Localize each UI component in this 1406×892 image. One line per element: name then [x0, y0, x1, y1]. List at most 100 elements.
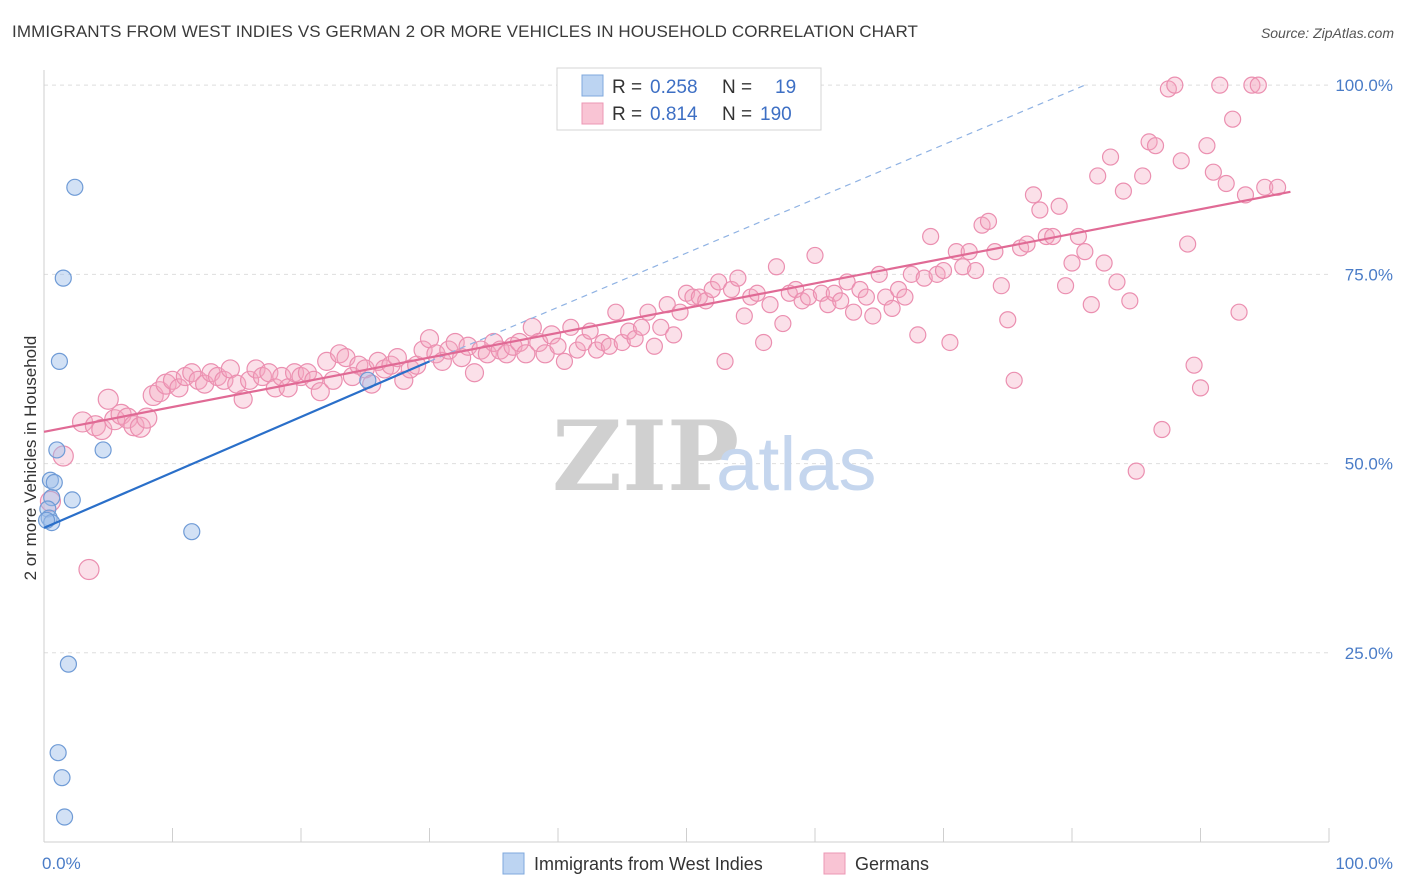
west-indies-point-14: [59, 655, 78, 673]
stats-r-value-2: 0.814: [650, 104, 698, 125]
trend-lines: [43, 84, 1291, 529]
germans-point-159: [1089, 167, 1107, 185]
germans-point-124: [864, 307, 882, 325]
germans-point-70: [516, 344, 536, 364]
west-indies-points: [37, 178, 377, 826]
chart-title: IMMIGRANTS FROM WEST INDIES VS GERMAN 2 …: [12, 22, 919, 41]
stats-blue-swatch: [581, 74, 604, 97]
germans-point-127: [883, 299, 901, 318]
germans-point-160: [1095, 254, 1113, 272]
germans-point-93: [665, 326, 683, 344]
germans-point-155: [1063, 254, 1081, 272]
legend-series2: Germans: [855, 854, 929, 874]
germans-point-164: [1121, 292, 1139, 310]
germans-point-180: [1224, 110, 1242, 128]
germans-point-94: [671, 303, 689, 321]
west-indies-trend-line: [43, 360, 430, 529]
stats-r-label-2: R =: [612, 104, 642, 125]
germans-point-88: [632, 318, 651, 336]
germans-point-145: [999, 311, 1017, 329]
germans-point-129: [896, 288, 914, 306]
germans-point-181: [1230, 303, 1248, 321]
x-tick-labels: 0.0% 100.0%: [42, 854, 1393, 873]
germans-point-125: [870, 265, 888, 283]
germans-point-16: [169, 378, 189, 398]
germans-point-165: [1127, 462, 1145, 480]
germans-point-142: [979, 212, 998, 230]
germans-point-23: [214, 370, 234, 390]
y-tick-labels: 25.0% 50.0% 75.0% 100.0%: [1335, 76, 1393, 663]
germans-point-157: [1076, 243, 1094, 261]
germans-point-144: [992, 277, 1010, 295]
axes: [43, 70, 1330, 843]
germans-point-75: [549, 337, 567, 355]
germans-point-5: [97, 388, 119, 410]
germans-point-173: [1179, 235, 1197, 253]
germans-point-123: [857, 288, 876, 306]
stats-n-value-2: 190: [760, 104, 792, 125]
germans-point-179: [1217, 174, 1235, 193]
germans-point-184: [1249, 76, 1267, 94]
germans-point-149: [1024, 186, 1043, 204]
legend-blue-swatch: [502, 852, 525, 875]
y-axis-label: 2 or more Vehicles in Household: [21, 336, 40, 581]
germans-point-133: [922, 227, 940, 246]
germans-point-163: [1114, 182, 1133, 200]
legend: Immigrants from West Indies Germans: [502, 852, 929, 875]
west-indies-point-2: [50, 352, 69, 370]
germans-point-158: [1082, 296, 1100, 314]
stats-r-value-1: 0.258: [650, 77, 698, 98]
germans-point-162: [1108, 273, 1126, 291]
stats-box: R = 0.258 N = 19 R = 0.814 N = 190: [556, 67, 822, 131]
germans-point-174: [1185, 356, 1203, 374]
germans-point-15: [162, 370, 183, 390]
west-indies-point-17: [55, 808, 74, 826]
germans-point-104: [735, 307, 753, 325]
west-indies-point-3: [48, 441, 66, 459]
watermark-zip: ZIP: [552, 400, 739, 513]
germans-point-110: [774, 314, 792, 333]
germans-point-140: [967, 261, 985, 280]
germans-point-28: [246, 359, 266, 379]
source-label: Source: ZipAtlas.com: [1260, 25, 1394, 41]
germans-point-187: [78, 558, 100, 581]
germans-point-100: [710, 273, 728, 291]
germans-point-89: [639, 303, 657, 321]
germans-point-138: [954, 258, 972, 276]
germans-point-178: [1211, 76, 1229, 94]
germans-point-143: [986, 243, 1004, 261]
germans-point-185: [1256, 178, 1274, 196]
trend-extension-dashed: [429, 84, 1086, 362]
germans-point-146: [1005, 371, 1023, 389]
watermark-atlas: atlas: [716, 422, 877, 507]
germans-point-135: [934, 261, 953, 280]
germans-point-169: [1153, 420, 1171, 439]
germans-point-171: [1166, 76, 1184, 94]
germans-point-153: [1050, 197, 1068, 215]
stats-n-label-1: N =: [722, 77, 752, 98]
germans-point-77: [562, 318, 580, 336]
y-tick-label-1: 50.0%: [1345, 455, 1393, 474]
germans-point-172: [1172, 152, 1190, 170]
west-indies-point-8: [43, 489, 61, 507]
y-tick-label-3: 100.0%: [1335, 76, 1393, 95]
legend-series1: Immigrants from West Indies: [534, 854, 763, 874]
germans-point-67: [497, 344, 517, 364]
stats-n-label-2: N =: [722, 104, 752, 125]
germans-point-130: [902, 265, 920, 283]
germans-point-91: [652, 318, 670, 336]
germans-point-18: [182, 363, 202, 383]
germans-point-175: [1191, 379, 1210, 397]
germans-point-121: [844, 303, 863, 321]
germans-point-168: [1146, 137, 1165, 155]
germans-point-107: [754, 333, 773, 352]
germans-point-90: [645, 337, 663, 355]
germans-point-119: [832, 292, 850, 310]
west-indies-point-12: [183, 523, 201, 541]
germans-point-176: [1198, 137, 1216, 155]
germans-point-166: [1134, 167, 1152, 185]
west-indies-point-1: [54, 269, 72, 287]
germans-point-62: [464, 363, 485, 383]
germans-point-109: [767, 258, 786, 276]
